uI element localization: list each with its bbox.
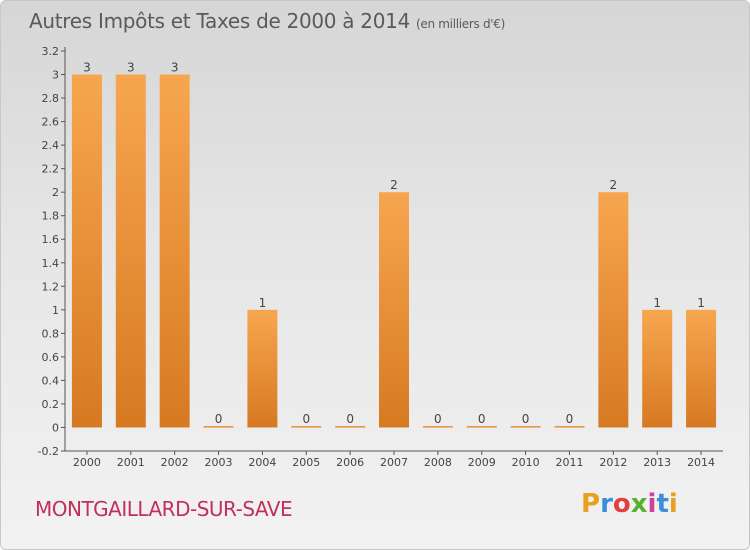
y-tick-label: 0.8 <box>42 327 60 340</box>
data-label: 3 <box>83 61 91 75</box>
y-tick-label: 2.2 <box>42 163 60 176</box>
y-tick-label: 1 <box>52 304 59 317</box>
x-tick-label: 2012 <box>599 456 627 469</box>
data-label: 0 <box>215 412 223 426</box>
bar <box>159 74 190 428</box>
y-tick-label: 2 <box>52 186 59 199</box>
bar <box>203 425 234 428</box>
data-label: 3 <box>127 61 135 75</box>
bar <box>466 425 497 428</box>
x-tick-label: 2008 <box>424 456 452 469</box>
data-label: 1 <box>653 296 661 310</box>
y-tick-label: 3 <box>52 69 59 82</box>
x-tick-label: 2013 <box>643 456 671 469</box>
bar <box>115 74 146 428</box>
y-tick-label: 3.2 <box>42 45 60 58</box>
x-tick-label: 2007 <box>380 456 408 469</box>
x-tick-label: 2005 <box>292 456 320 469</box>
chart-title-text: Autres Impôts et Taxes de 2000 à 2014 <box>29 9 410 33</box>
bar <box>247 309 278 428</box>
logo-letter: r <box>600 489 613 519</box>
data-label: 3 <box>171 61 179 75</box>
x-tick-label: 2001 <box>117 456 145 469</box>
data-label: 0 <box>566 412 574 426</box>
data-label: 1 <box>697 296 705 310</box>
y-tick-label: 1.2 <box>42 280 60 293</box>
bar <box>71 74 102 428</box>
bar <box>598 192 629 428</box>
data-label: 0 <box>522 412 530 426</box>
x-tick-label: 2000 <box>73 456 101 469</box>
bar <box>510 425 541 428</box>
bar <box>554 425 585 428</box>
bar <box>642 309 673 428</box>
x-tick-label: 2011 <box>555 456 583 469</box>
x-tick-label: 2010 <box>512 456 540 469</box>
x-tick-label: 2009 <box>468 456 496 469</box>
x-tick-label: 2014 <box>687 456 715 469</box>
logo-letter: x <box>630 489 648 519</box>
bar <box>686 309 717 428</box>
y-tick-label: 1.6 <box>42 233 60 246</box>
logo-letter: t <box>656 489 669 519</box>
y-tick-label: 2.4 <box>42 139 60 152</box>
data-label: 2 <box>390 178 398 192</box>
logo-letter: o <box>612 489 631 519</box>
chart-title: Autres Impôts et Taxes de 2000 à 2014 (en… <box>29 9 505 33</box>
y-tick-label: -0.2 <box>38 445 59 458</box>
x-tick-label: 2003 <box>205 456 233 469</box>
y-tick-label: 1.4 <box>42 257 60 270</box>
data-label: 0 <box>346 412 354 426</box>
y-tick-label: 0 <box>52 421 59 434</box>
x-tick-label: 2006 <box>336 456 364 469</box>
bar <box>291 425 322 428</box>
data-label: 0 <box>302 412 310 426</box>
x-tick-label: 2004 <box>248 456 276 469</box>
proxiti-logo: Proxiti <box>581 489 678 519</box>
chart-unit: (en milliers d'€) <box>416 17 506 31</box>
y-tick-label: 1.8 <box>42 210 60 223</box>
logo-letter: i <box>668 489 678 519</box>
logo-letter: i <box>647 489 657 519</box>
bar <box>379 192 409 428</box>
commune-name: MONTGAILLARD-SUR-SAVE <box>35 497 293 521</box>
data-label: 1 <box>259 296 267 310</box>
data-label: 2 <box>610 178 618 192</box>
y-tick-label: 2.8 <box>42 92 60 105</box>
y-tick-label: 0.2 <box>42 398 60 411</box>
y-tick-label: 2.6 <box>42 116 60 129</box>
data-label: 0 <box>478 412 486 426</box>
bar <box>335 425 366 428</box>
bar <box>422 425 453 428</box>
y-tick-label: 0.4 <box>42 374 60 387</box>
data-label: 0 <box>434 412 442 426</box>
x-tick-label: 2002 <box>161 456 189 469</box>
y-tick-label: 0.6 <box>42 351 60 364</box>
logo-letter: P <box>581 489 601 519</box>
